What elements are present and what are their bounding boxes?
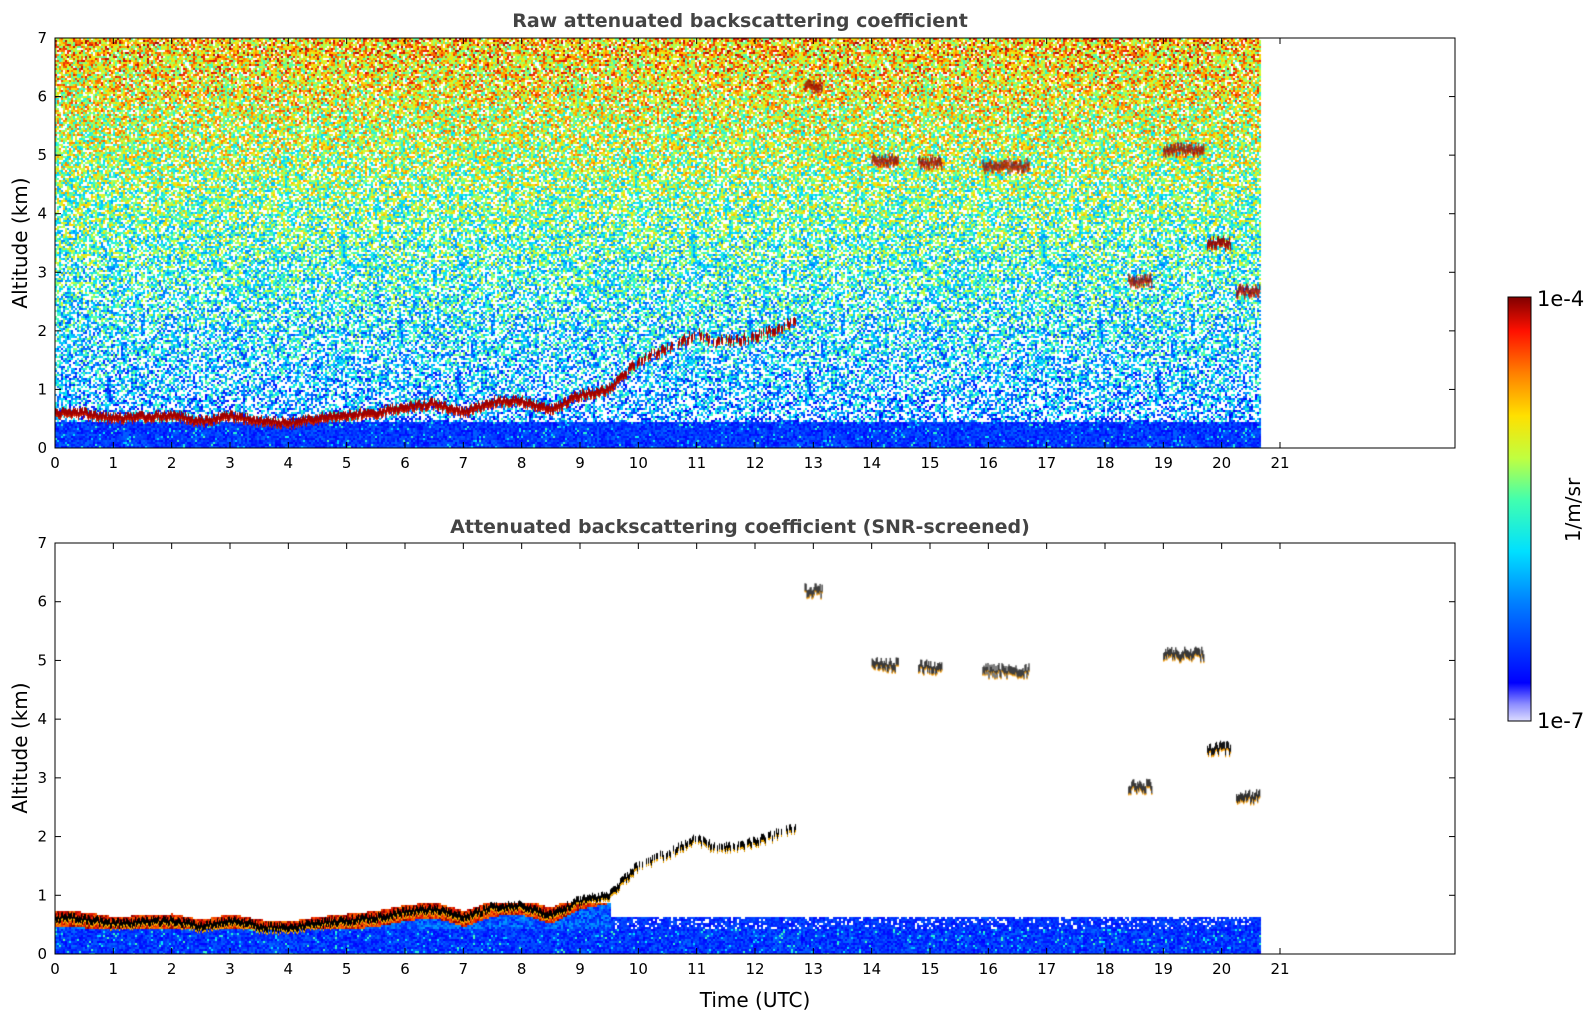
- x-axis-label: Time (UTC): [699, 988, 811, 1012]
- x-tick-label: 8: [517, 454, 527, 472]
- x-tick-label: 2: [167, 454, 177, 472]
- x-tick-label: 18: [1095, 960, 1114, 978]
- x-tick-label: 2: [167, 960, 177, 978]
- x-tick-label: 14: [862, 960, 881, 978]
- x-tick-label: 21: [1270, 960, 1289, 978]
- y-tick-label: 2: [37, 828, 47, 846]
- y-tick-label: 7: [37, 29, 47, 47]
- x-tick-label: 10: [629, 960, 648, 978]
- y-tick-label: 6: [37, 88, 47, 106]
- x-tick-label: 18: [1095, 454, 1114, 472]
- x-tick-label: 10: [629, 454, 648, 472]
- x-tick-label: 11: [687, 454, 706, 472]
- panel-title: Attenuated backscattering coefficient (S…: [450, 516, 1030, 538]
- x-tick-label: 13: [804, 960, 823, 978]
- x-tick-label: 7: [459, 454, 469, 472]
- x-tick-label: 3: [225, 454, 235, 472]
- x-tick-label: 8: [517, 960, 527, 978]
- heatmap-raster: [55, 38, 1455, 448]
- colorbar-max-label: 1e-4: [1537, 287, 1584, 311]
- y-tick-label: 4: [37, 710, 47, 728]
- x-tick-label: 17: [1037, 454, 1056, 472]
- x-tick-label: 15: [920, 960, 939, 978]
- heatmap-raster: [55, 543, 1455, 954]
- x-tick-label: 4: [284, 960, 294, 978]
- x-tick-label: 9: [575, 454, 585, 472]
- x-tick-label: 1: [109, 454, 119, 472]
- x-tick-label: 5: [342, 960, 352, 978]
- x-tick-label: 4: [284, 454, 294, 472]
- y-tick-label: 1: [37, 886, 47, 904]
- y-tick-label: 3: [37, 263, 47, 281]
- y-tick-label: 3: [37, 769, 47, 787]
- x-tick-label: 7: [459, 960, 469, 978]
- x-tick-label: 3: [225, 960, 235, 978]
- x-tick-label: 13: [804, 454, 823, 472]
- axis-ticks: 0 1 2 3 4 5 6 7 8 9 10 11 12 13 14 15 16 17 18 19 20 21012345…: [37, 29, 1455, 472]
- axis-ticks: 0 1 2 3 4 5 6 7 8 9 10 11 12 13 14 15 16 17 18 19 20 21012345…: [37, 534, 1455, 978]
- x-tick-label: 1: [109, 960, 119, 978]
- x-tick-label: 6: [400, 960, 410, 978]
- y-tick-label: 0: [37, 439, 47, 457]
- x-tick-label: 21: [1270, 454, 1289, 472]
- y-tick-label: 6: [37, 593, 47, 611]
- y-tick-label: 0: [37, 945, 47, 963]
- x-tick-label: 0: [50, 960, 60, 978]
- heatmap-raw: [55, 38, 1455, 448]
- x-tick-label: 9: [575, 960, 585, 978]
- colorbar: 1e-4 1e-7 1/m/sr: [1507, 287, 1585, 733]
- y-tick-label: 5: [37, 146, 47, 164]
- panel-title: Raw attenuated backscattering coefficien…: [512, 10, 968, 32]
- x-tick-label: 14: [862, 454, 881, 472]
- x-tick-label: 12: [745, 960, 764, 978]
- x-tick-label: 19: [1154, 454, 1173, 472]
- x-tick-label: 16: [979, 454, 998, 472]
- y-tick-label: 2: [37, 322, 47, 340]
- y-tick-label: 7: [37, 534, 47, 552]
- x-tick-label: 5: [342, 454, 352, 472]
- y-tick-label: 4: [37, 205, 47, 223]
- x-tick-label: 20: [1212, 454, 1231, 472]
- y-axis-label: Altitude (km): [8, 682, 32, 813]
- y-axis-label: Altitude (km): [8, 177, 32, 308]
- colorbar-min-label: 1e-7: [1537, 709, 1584, 733]
- panel-screened: Attenuated backscattering coefficient (S…: [8, 516, 1456, 1012]
- x-tick-label: 11: [687, 960, 706, 978]
- y-tick-label: 1: [37, 380, 47, 398]
- x-tick-label: 20: [1212, 960, 1231, 978]
- x-tick-label: 15: [920, 454, 939, 472]
- colorbar-gradient: [1507, 296, 1532, 722]
- heatmap-screened: [55, 543, 1455, 954]
- x-tick-label: 12: [745, 454, 764, 472]
- x-tick-label: 17: [1037, 960, 1056, 978]
- colorbar-label: 1/m/sr: [1561, 477, 1585, 542]
- x-tick-label: 19: [1154, 960, 1173, 978]
- panel-raw: Raw attenuated backscattering coefficien…: [8, 10, 1456, 472]
- y-tick-label: 5: [37, 651, 47, 669]
- x-tick-label: 16: [979, 960, 998, 978]
- x-tick-label: 0: [50, 454, 60, 472]
- x-tick-label: 6: [400, 454, 410, 472]
